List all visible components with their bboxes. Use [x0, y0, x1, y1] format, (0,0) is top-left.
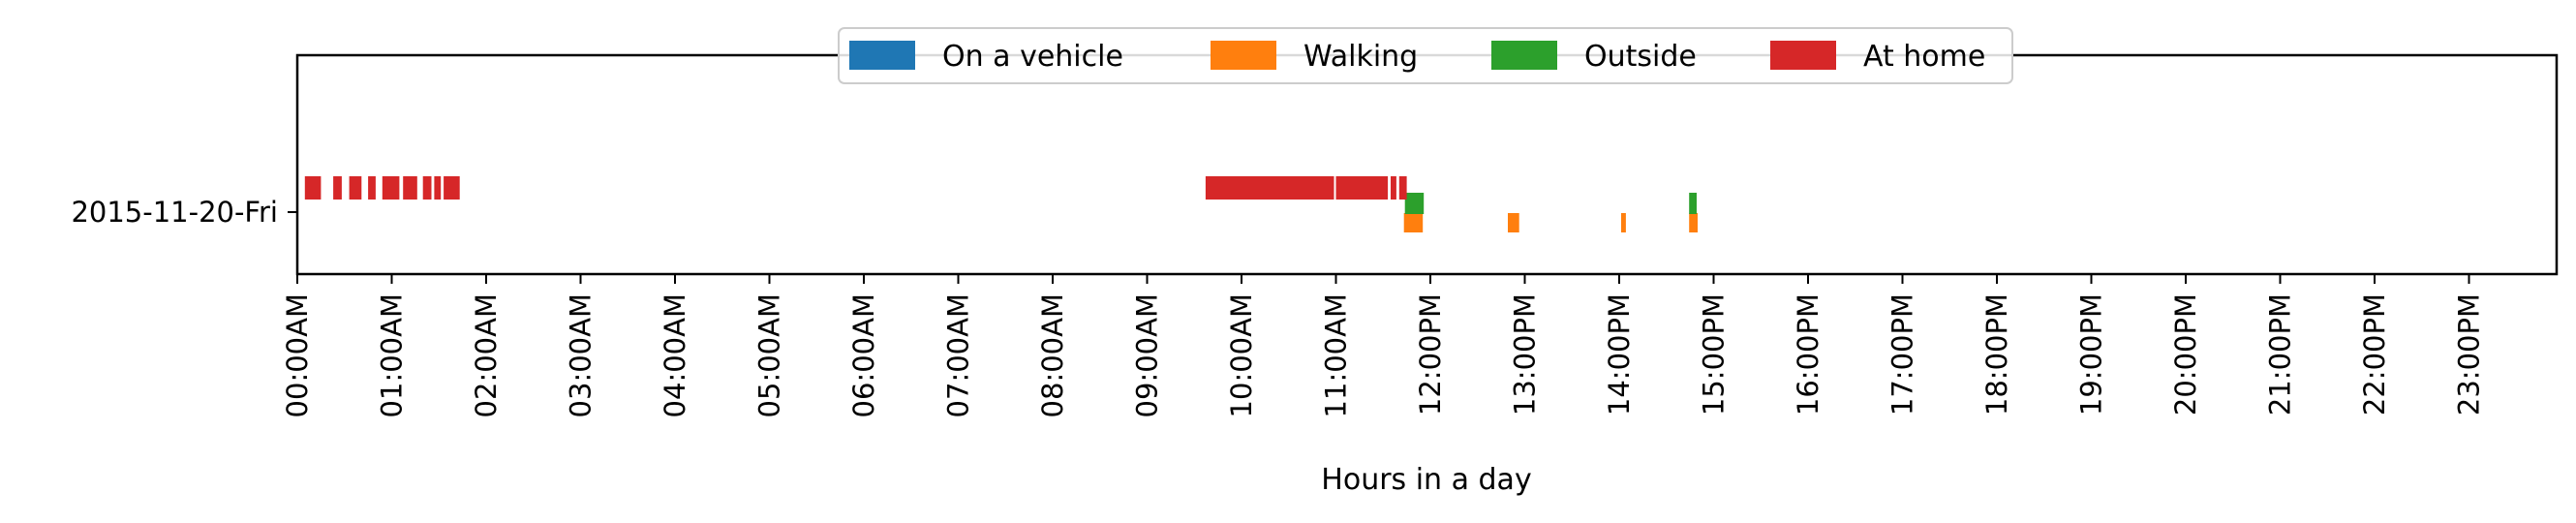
bar-at-home-7 — [434, 176, 442, 200]
bar-at-home-3 — [368, 176, 376, 200]
legend-label-outside: Outside — [1584, 40, 1697, 74]
legend-label-walking: Walking — [1303, 40, 1418, 74]
bar-at-home-12 — [1398, 176, 1407, 200]
legend-label-on-a-vehicle: On a vehicle — [942, 40, 1123, 74]
x-tick-label-23: 23:00PM — [2453, 293, 2486, 415]
x-tick-label-17: 17:00PM — [1886, 293, 1919, 415]
bar-at-home-1 — [333, 176, 342, 200]
x-tick-label-11: 11:00AM — [1320, 293, 1353, 417]
x-tick-label-15: 15:00PM — [1698, 293, 1731, 415]
x-tick-label-22: 22:00PM — [2358, 293, 2391, 415]
legend-swatch-outside — [1491, 41, 1557, 70]
bar-outside-1 — [1689, 193, 1697, 214]
x-tick-label-13: 13:00PM — [1509, 293, 1542, 415]
y-tick-label-0: 2015-11-20-Fri — [71, 196, 278, 229]
legend-label-at-home: At home — [1863, 40, 1985, 74]
x-tick-label-16: 16:00PM — [1792, 293, 1825, 415]
bar-at-home-9 — [1205, 176, 1334, 200]
bar-walking-0 — [1403, 213, 1424, 232]
bar-at-home-10 — [1335, 176, 1389, 200]
bar-at-home-2 — [349, 176, 362, 200]
plot-frame — [295, 53, 2559, 276]
x-tick-label-14: 14:00PM — [1603, 293, 1636, 415]
x-tick-label-3: 03:00AM — [565, 293, 598, 417]
bar-at-home-8 — [444, 176, 460, 200]
bar-walking-2 — [1621, 213, 1626, 232]
x-tick-label-5: 05:00AM — [753, 293, 786, 417]
legend-swatch-walking — [1211, 41, 1276, 70]
legend-swatch-at-home — [1770, 41, 1836, 70]
x-tick-label-10: 10:00AM — [1225, 293, 1258, 417]
x-tick-label-4: 04:00AM — [659, 293, 691, 417]
bar-at-home-6 — [422, 176, 432, 200]
x-tick-label-9: 09:00AM — [1131, 293, 1164, 417]
x-tick-label-6: 06:00AM — [847, 293, 880, 417]
bar-walking-1 — [1508, 213, 1519, 232]
x-tick-label-21: 21:00PM — [2264, 293, 2297, 415]
x-tick-label-18: 18:00PM — [1980, 293, 2013, 415]
x-tick-label-7: 07:00AM — [942, 293, 975, 417]
x-tick-label-12: 12:00PM — [1414, 293, 1447, 415]
legend-box — [838, 27, 2013, 84]
x-axis: 00:00AM 01:00AM 02:00AM 03:00AM 04:00AM 05:00… — [281, 274, 2486, 417]
x-tick-label-20: 20:00PM — [2169, 293, 2202, 415]
y-axis: 2015-11-20-Fri — [71, 196, 297, 229]
legend: On a vehicle Walking Outside At home — [838, 27, 2013, 84]
bar-walking-3 — [1689, 213, 1698, 232]
legend-swatch-on-a-vehicle — [849, 41, 915, 70]
x-tick-label-0: 00:00AM — [281, 293, 314, 417]
x-axis-label: Hours in a day — [1321, 463, 1531, 497]
x-tick-label-2: 02:00AM — [470, 293, 503, 417]
x-tick-label-19: 19:00PM — [2075, 293, 2108, 415]
bar-at-home-5 — [403, 176, 417, 200]
bars-layer — [304, 176, 1698, 232]
bar-at-home-0 — [304, 176, 322, 200]
x-tick-label-1: 01:00AM — [376, 293, 409, 417]
bar-outside-0 — [1404, 193, 1425, 214]
bar-at-home-4 — [382, 176, 400, 200]
x-tick-label-8: 08:00AM — [1036, 293, 1069, 417]
bar-at-home-11 — [1391, 176, 1396, 200]
